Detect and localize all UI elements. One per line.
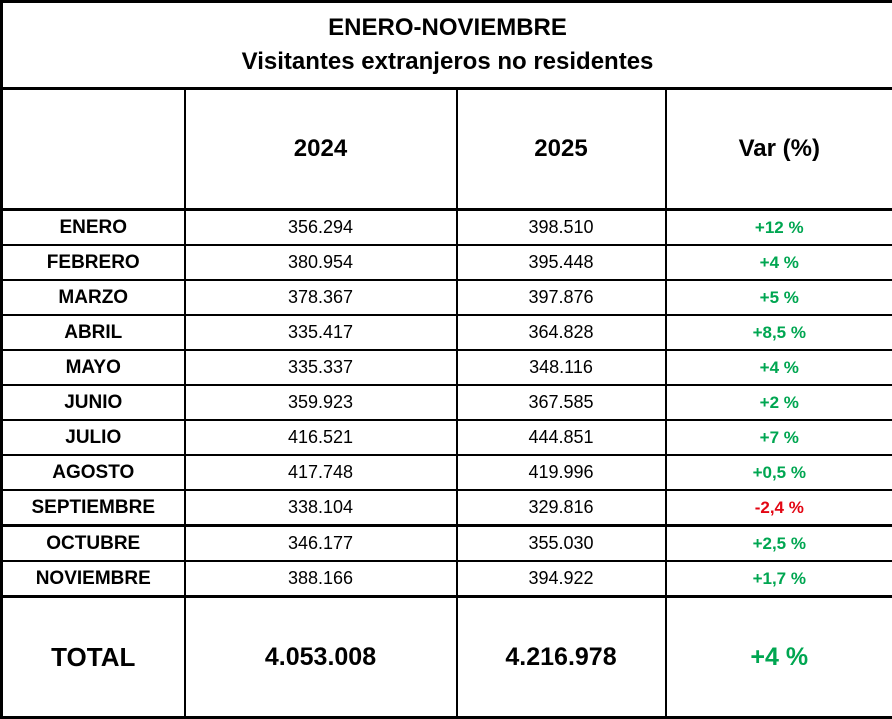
value-2024-cell: 338.104 [185,490,457,526]
table-row-febrero: FEBRERO 380.954 395.448 +4 % [2,245,892,280]
var-cell: +7 % [666,420,892,455]
title-row: ENERO-NOVIEMBRE Visitantes extranjeros n… [2,2,892,89]
table-row-octubre: OCTUBRE 346.177 355.030 +2,5 % [2,526,892,562]
column-header-var: Var (%) [666,89,892,210]
empty-header-cell [2,89,185,210]
var-cell: +1,7 % [666,561,892,597]
var-cell: +5 % [666,280,892,315]
month-cell: ENERO [2,210,185,246]
value-2024-cell: 356.294 [185,210,457,246]
var-cell: +12 % [666,210,892,246]
value-2024-cell: 335.417 [185,315,457,350]
month-cell: JULIO [2,420,185,455]
month-cell: JUNIO [2,385,185,420]
month-cell: NOVIEMBRE [2,561,185,597]
month-cell: ABRIL [2,315,185,350]
column-header-row: 2024 2025 Var (%) [2,89,892,210]
value-2025-cell: 367.585 [457,385,666,420]
value-2024-cell: 417.748 [185,455,457,490]
month-cell: FEBRERO [2,245,185,280]
value-2025-cell: 394.922 [457,561,666,597]
table-row-julio: JULIO 416.521 444.851 +7 % [2,420,892,455]
value-2024-cell: 359.923 [185,385,457,420]
month-cell: MAYO [2,350,185,385]
title-line-2: Visitantes extranjeros no residentes [3,45,892,79]
value-2025-cell: 397.876 [457,280,666,315]
value-2025-cell: 355.030 [457,526,666,562]
total-2025-cell: 4.216.978 [457,597,666,718]
value-2024-cell: 416.521 [185,420,457,455]
month-cell: MARZO [2,280,185,315]
total-2024-cell: 4.053.008 [185,597,457,718]
total-var-cell: +4 % [666,597,892,718]
value-2024-cell: 388.166 [185,561,457,597]
value-2025-cell: 398.510 [457,210,666,246]
table-row-marzo: MARZO 378.367 397.876 +5 % [2,280,892,315]
table-row-agosto: AGOSTO 417.748 419.996 +0,5 % [2,455,892,490]
table-row-abril: ABRIL 335.417 364.828 +8,5 % [2,315,892,350]
var-cell: -2,4 % [666,490,892,526]
column-header-2025: 2025 [457,89,666,210]
var-cell: +2 % [666,385,892,420]
table-row-enero: ENERO 356.294 398.510 +12 % [2,210,892,246]
month-cell: OCTUBRE [2,526,185,562]
total-label-cell: TOTAL [2,597,185,718]
table-row-septiembre: SEPTIEMBRE 338.104 329.816 -2,4 % [2,490,892,526]
title-line-1: ENERO-NOVIEMBRE [3,11,892,45]
value-2025-cell: 395.448 [457,245,666,280]
var-cell: +4 % [666,245,892,280]
value-2024-cell: 378.367 [185,280,457,315]
value-2024-cell: 346.177 [185,526,457,562]
var-cell: +4 % [666,350,892,385]
table-row-total: TOTAL 4.053.008 4.216.978 +4 % [2,597,892,718]
var-cell: +0,5 % [666,455,892,490]
table-row-junio: JUNIO 359.923 367.585 +2 % [2,385,892,420]
value-2025-cell: 419.996 [457,455,666,490]
month-cell: SEPTIEMBRE [2,490,185,526]
table-row-noviembre: NOVIEMBRE 388.166 394.922 +1,7 % [2,561,892,597]
value-2025-cell: 444.851 [457,420,666,455]
table-title: ENERO-NOVIEMBRE Visitantes extranjeros n… [2,2,892,89]
value-2025-cell: 348.116 [457,350,666,385]
column-header-2024: 2024 [185,89,457,210]
var-cell: +2,5 % [666,526,892,562]
table-row-mayo: MAYO 335.337 348.116 +4 % [2,350,892,385]
value-2024-cell: 335.337 [185,350,457,385]
value-2024-cell: 380.954 [185,245,457,280]
month-cell: AGOSTO [2,455,185,490]
value-2025-cell: 329.816 [457,490,666,526]
value-2025-cell: 364.828 [457,315,666,350]
var-cell: +8,5 % [666,315,892,350]
